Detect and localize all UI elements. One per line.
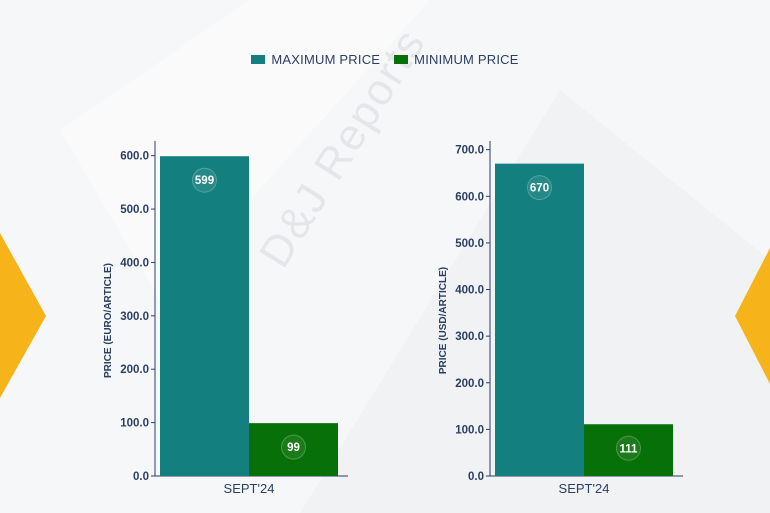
y-tick-label-euro: 300.0 [120, 311, 149, 323]
y-tick-label-usd: 400.0 [455, 285, 484, 297]
y-tick-label-euro: 500.0 [120, 204, 149, 216]
legend-item-min: MINIMUM PRICE [394, 52, 518, 67]
legend: MAXIMUM PRICE MINIMUM PRICE [0, 52, 770, 67]
y-tick-label-usd: 0.0 [468, 471, 484, 483]
y-tick-label-usd: 200.0 [455, 378, 484, 390]
data-label-max-euro: 599 [195, 175, 214, 187]
data-label-badge-euro [192, 167, 217, 193]
bar-min-usd [584, 424, 673, 476]
x-category-label-usd: SEPT'24 [559, 481, 610, 496]
y-tick-label-euro: 200.0 [120, 364, 149, 376]
data-label-badge-usd [616, 435, 641, 461]
y-tick-label-usd: 300.0 [455, 331, 484, 343]
x-category-label-euro: SEPT'24 [224, 481, 275, 496]
y-tick-label-usd: 700.0 [455, 145, 484, 157]
right-accent-triangle [735, 248, 770, 384]
data-label-min-usd: 111 [620, 443, 639, 455]
y-tick-label-euro: 0.0 [133, 471, 149, 483]
y-tick-label-euro: 400.0 [120, 257, 149, 269]
y-tick-label-usd: 500.0 [455, 238, 484, 250]
data-label-min-euro: 99 [287, 442, 300, 454]
legend-label-min: MINIMUM PRICE [414, 52, 519, 67]
y-tick-label-euro: 600.0 [120, 151, 149, 163]
y-axis-title-euro: PRICE (EURO/ARTICLE) [103, 263, 114, 378]
y-tick-label-usd: 600.0 [455, 191, 484, 203]
y-axis-title-usd: PRICE (USD/ARTICLE) [438, 267, 449, 374]
data-label-badge-euro [281, 434, 306, 460]
data-label-max-usd: 670 [530, 183, 549, 195]
legend-swatch-max [251, 55, 266, 64]
bar-max-euro [160, 156, 249, 476]
y-tick-label-usd: 100.0 [455, 424, 484, 436]
data-label-badge-usd [527, 175, 552, 201]
legend-swatch-min [394, 55, 409, 64]
y-tick-label-euro: 100.0 [120, 418, 149, 430]
legend-label-max: MAXIMUM PRICE [271, 52, 381, 67]
legend-item-max: MAXIMUM PRICE [251, 52, 380, 67]
bar-min-euro [249, 423, 338, 476]
bar-max-usd [495, 163, 584, 476]
left-accent-triangle [0, 233, 46, 398]
